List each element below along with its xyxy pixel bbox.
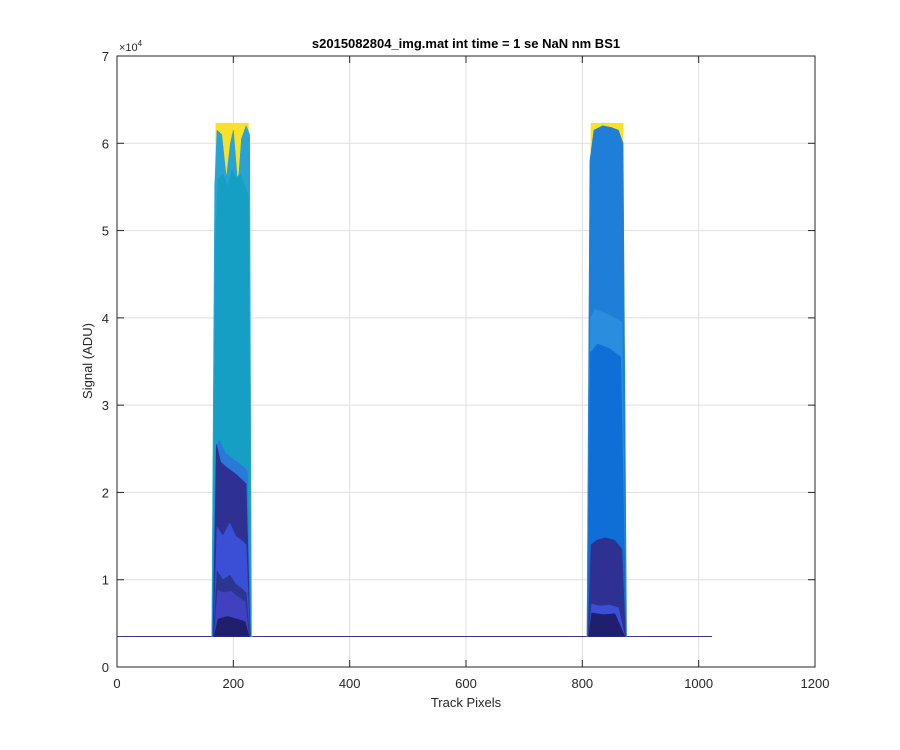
x-tick-label: 600 (455, 676, 477, 691)
x-axis-label: Track Pixels (431, 695, 502, 710)
y-tick-label: 1 (102, 573, 109, 588)
band-layer (588, 612, 626, 637)
band-right (586, 122, 627, 637)
x-axis: 0 200 400 600 800 1000 1200 (113, 56, 829, 691)
y-exponent-label: ×104 (119, 39, 143, 54)
y-tick-label: 4 (102, 311, 109, 326)
y-axis: 0 1 2 3 4 5 6 7 (102, 49, 815, 675)
y-tick-label: 2 (102, 485, 109, 500)
x-tick-label: 400 (339, 676, 361, 691)
x-tick-label: 800 (571, 676, 593, 691)
band-left (211, 122, 253, 637)
y-tick-label: 0 (102, 660, 109, 675)
y-tick-label: 6 (102, 136, 109, 151)
x-tick-label: 0 (113, 676, 120, 691)
y-tick-label: 7 (102, 49, 109, 64)
y-exponent-power: 4 (138, 39, 143, 48)
x-tick-label: 1000 (684, 676, 713, 691)
band-layer (213, 616, 250, 637)
x-tick-label: 200 (222, 676, 244, 691)
x-tick-label: 1200 (801, 676, 830, 691)
y-axis-label: Signal (ADU) (80, 323, 95, 399)
chart-title: s2015082804_img.mat int time = 1 se NaN … (312, 36, 620, 51)
y-tick-label: 3 (102, 398, 109, 413)
data-layer (117, 122, 713, 637)
y-tick-label: 5 (102, 224, 109, 239)
y-exponent-base: ×10 (119, 42, 138, 54)
